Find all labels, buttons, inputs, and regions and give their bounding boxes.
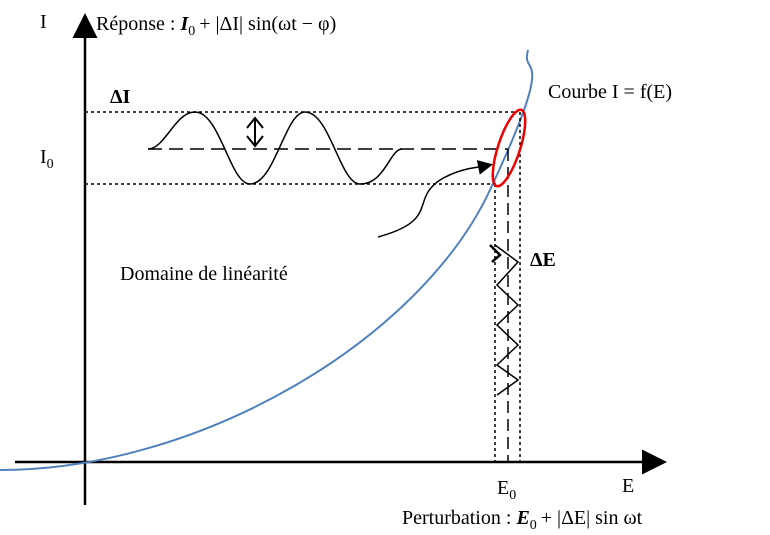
e0: E0 [497, 477, 516, 503]
curve [0, 49, 534, 471]
response-rest: + |ΔI| sin(ωt − φ) [199, 13, 336, 35]
y-label: I [40, 11, 47, 33]
perturbation-wave [494, 244, 520, 396]
perturbation-symbol: E [515, 507, 529, 529]
response-symbol: I [179, 13, 189, 35]
delta-e: ΔE [530, 249, 556, 271]
i0-symbol: I [40, 146, 47, 168]
perturbation-subscript: 0 [530, 518, 537, 533]
i0: I0 [40, 146, 54, 172]
pointer-arrow [377, 159, 493, 238]
perturbation-formula: Perturbation : E0 + |ΔE| sin ωt [402, 507, 643, 533]
x-label: E [622, 475, 634, 497]
perturbation-label: Perturbation : [402, 507, 511, 529]
response-subscript: 0 [188, 24, 195, 39]
perturbation-arrow [489, 244, 502, 263]
i0-subscript: 0 [47, 157, 54, 172]
domain-label: Domaine de linéarité [120, 263, 288, 285]
response-wave [147, 111, 403, 185]
linear-zone [491, 108, 527, 188]
guides [85, 111, 521, 462]
delta-i: ΔI [110, 86, 131, 108]
e0-symbol: E [497, 477, 509, 499]
perturbation-rest: + |ΔE| sin ωt [541, 507, 643, 529]
curve-label: Courbe I = f(E) [548, 81, 672, 103]
e0-subscript: 0 [509, 488, 516, 503]
amplitude-arrow [246, 116, 264, 148]
response-formula: Réponse : I0 + |ΔI| sin(ωt − φ) [96, 13, 336, 39]
response-label: Réponse : [96, 13, 175, 35]
